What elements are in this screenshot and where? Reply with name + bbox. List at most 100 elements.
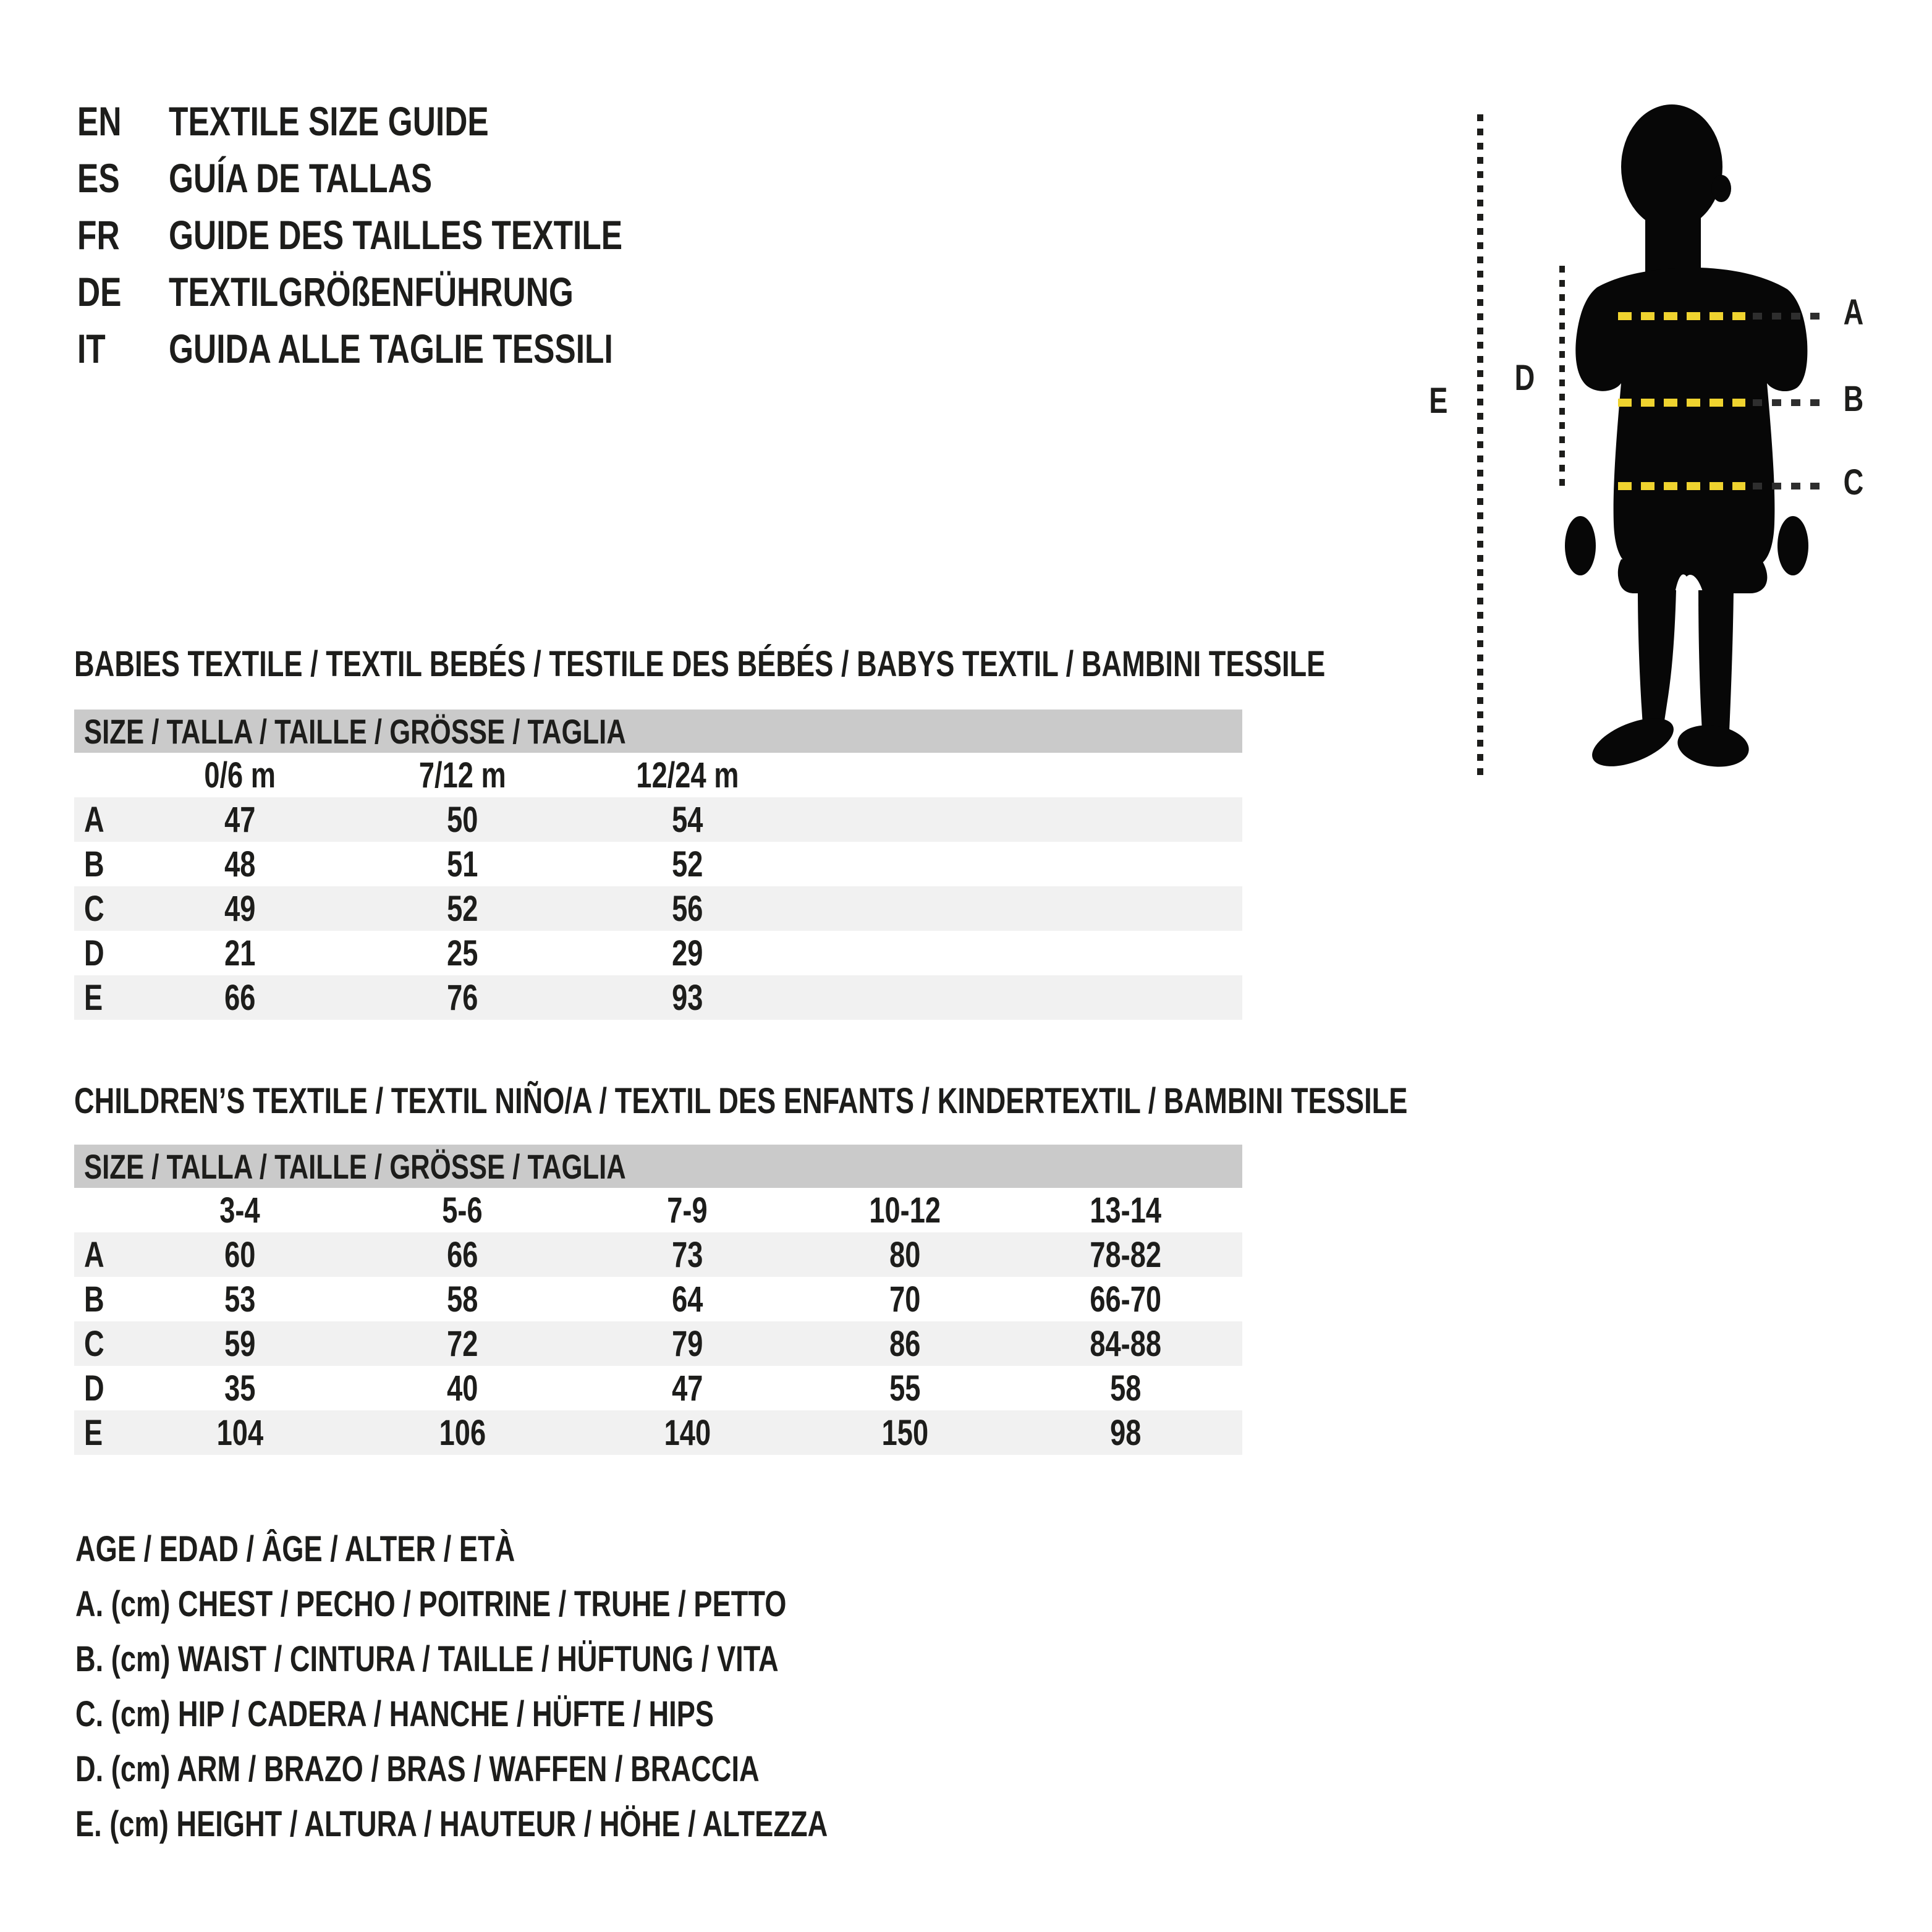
figure-label-c-text: C xyxy=(1843,462,1864,502)
value-text: 66 xyxy=(224,977,256,1018)
waist-measure-line xyxy=(1618,399,1745,407)
value-cell: 79 xyxy=(574,1323,801,1365)
value-text: 73 xyxy=(671,1234,703,1275)
value-text: 64 xyxy=(671,1279,703,1320)
value-cell: 84-88 xyxy=(1009,1323,1242,1365)
column-header-text: 13-14 xyxy=(1090,1190,1161,1231)
legend-line-text: C. (cm) HIP / CADERA / HANCHE / HÜFTE / … xyxy=(75,1694,714,1734)
value-cell: 29 xyxy=(574,933,801,974)
table-row-a: A 60 66 73 80 78-82 xyxy=(74,1232,1242,1277)
value-cell: 21 xyxy=(129,933,351,974)
value-cell: 52 xyxy=(574,844,801,885)
value-text: 60 xyxy=(224,1234,256,1275)
value-cell: 64 xyxy=(574,1279,801,1320)
value-text: 72 xyxy=(446,1323,478,1364)
row-label-text: B xyxy=(84,844,104,884)
child-silhouette-icon xyxy=(1565,104,1808,767)
column-header-text: 0/6 m xyxy=(204,755,276,795)
language-title: GUÍA DE TALLAS xyxy=(169,155,506,201)
column-header-text: 3-4 xyxy=(219,1190,260,1231)
legend-line-text: D. (cm) ARM / BRAZO / BRAS / WAFFEN / BR… xyxy=(75,1749,760,1789)
language-title-block: EN TEXTILE SIZE GUIDE ES GUÍA DE TALLAS … xyxy=(77,93,750,377)
value-cell: 47 xyxy=(129,799,351,841)
value-cell: 56 xyxy=(574,888,801,930)
language-code: DE xyxy=(77,268,169,315)
value-cell: 52 xyxy=(351,888,574,930)
value-text: 58 xyxy=(1109,1368,1142,1409)
value-text: 58 xyxy=(446,1279,478,1320)
legend-line-height: E. (cm) HEIGHT / ALTURA / HAUTEUR / HÖHE… xyxy=(75,1797,1040,1852)
row-label: C xyxy=(74,1323,129,1365)
language-code: ES xyxy=(77,155,169,201)
value-cell: 73 xyxy=(574,1234,801,1276)
value-cell: 140 xyxy=(574,1412,801,1454)
value-text: 51 xyxy=(446,844,478,884)
measurement-legend: AGE / EDAD / ÂGE / ALTER / ETÀ A. (cm) C… xyxy=(75,1522,1040,1852)
value-cell: 76 xyxy=(351,977,574,1019)
arm-dotted-line xyxy=(1559,266,1565,491)
hip-measure-leader-line xyxy=(1753,483,1824,489)
value-cell: 104 xyxy=(129,1412,351,1454)
value-text: 76 xyxy=(446,977,478,1018)
language-code: FR xyxy=(77,211,169,258)
value-text: 66 xyxy=(446,1234,478,1275)
babies-column-header-row: 0/6 m 7/12 m 12/24 m xyxy=(74,753,1242,797)
measurement-figure: E D A B C xyxy=(1421,99,1932,822)
column-header: 7/12 m xyxy=(351,755,574,796)
figure-label-b-text: B xyxy=(1843,379,1864,419)
value-text: 56 xyxy=(671,888,703,929)
figure-label-b: B xyxy=(1841,378,1866,420)
language-title-text: GUIDE DES TAILLES TEXTILE xyxy=(169,212,623,258)
value-cell: 25 xyxy=(351,933,574,974)
legend-line-text: A. (cm) CHEST / PECHO / POITRINE / TRUHE… xyxy=(75,1584,787,1624)
value-cell: 86 xyxy=(801,1323,1009,1365)
value-cell: 70 xyxy=(801,1279,1009,1320)
legend-line-text: E. (cm) HEIGHT / ALTURA / HAUTEUR / HÖHE… xyxy=(75,1804,828,1844)
row-label: B xyxy=(74,844,129,885)
value-text: 80 xyxy=(889,1234,921,1275)
column-header-text: 7-9 xyxy=(667,1190,708,1231)
value-cell: 47 xyxy=(574,1368,801,1409)
legend-line-arm: D. (cm) ARM / BRAZO / BRAS / WAFFEN / BR… xyxy=(75,1742,1040,1797)
row-label: E xyxy=(74,977,129,1019)
value-text: 25 xyxy=(446,933,478,973)
value-cell: 55 xyxy=(801,1368,1009,1409)
value-cell: 58 xyxy=(1009,1368,1242,1409)
language-title: GUIDA ALLE TAGLIE TESSILI xyxy=(169,325,739,372)
row-label-text: D xyxy=(84,1368,104,1409)
column-header: 7-9 xyxy=(574,1190,801,1231)
value-text: 21 xyxy=(224,933,256,973)
value-text: 29 xyxy=(671,933,703,973)
figure-label-d-text: D xyxy=(1514,358,1535,398)
table-row-b: B 53 58 64 70 66-70 xyxy=(74,1277,1242,1321)
table-row-d: D 21 25 29 xyxy=(74,931,1242,975)
figure-label-e-text: E xyxy=(1429,381,1448,421)
table-row-b: B 48 51 52 xyxy=(74,842,1242,886)
language-row-fr: FR GUIDE DES TAILLES TEXTILE xyxy=(77,206,750,263)
table-row-c: C 49 52 56 xyxy=(74,886,1242,931)
value-cell: 93 xyxy=(574,977,801,1019)
column-header-text: 10-12 xyxy=(869,1190,941,1231)
row-label-text: A xyxy=(84,799,104,840)
babies-size-table: BABIES TEXTILE / TEXTIL BEBÉS / TESTILE … xyxy=(74,643,1325,1020)
value-text: 104 xyxy=(216,1412,263,1453)
legend-line-age: AGE / EDAD / ÂGE / ALTER / ETÀ xyxy=(75,1522,1040,1577)
row-label: A xyxy=(74,1234,129,1276)
column-header: 10-12 xyxy=(801,1190,1009,1231)
table-row-e: E 104 106 140 150 98 xyxy=(74,1410,1242,1455)
column-header: 13-14 xyxy=(1009,1190,1242,1231)
language-title: TEXTILGRÖßENFÜHRUNG xyxy=(169,268,688,315)
value-text: 150 xyxy=(881,1412,928,1453)
value-text: 52 xyxy=(446,888,478,929)
column-header-text: 7/12 m xyxy=(418,755,506,795)
children-size-bar: SIZE / TALLA / TAILLE / GRÖSSE / TAGLIA xyxy=(74,1145,1242,1188)
value-text: 47 xyxy=(671,1368,703,1409)
value-cell: 54 xyxy=(574,799,801,841)
value-cell: 59 xyxy=(129,1323,351,1365)
column-header: 0/6 m xyxy=(129,755,351,796)
value-text: 55 xyxy=(889,1368,921,1409)
value-cell: 35 xyxy=(129,1368,351,1409)
value-text: 35 xyxy=(224,1368,256,1409)
row-label: B xyxy=(74,1279,129,1320)
value-cell: 51 xyxy=(351,844,574,885)
